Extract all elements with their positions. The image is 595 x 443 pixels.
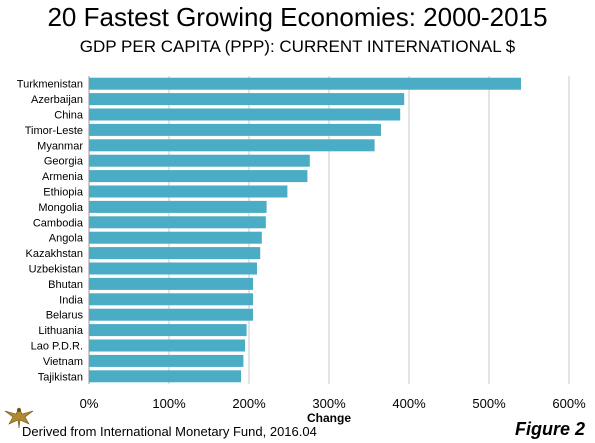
bar	[89, 108, 401, 121]
bar	[89, 185, 288, 198]
category-label: Uzbekistan	[29, 264, 83, 276]
bar	[89, 324, 247, 337]
gridlines	[88, 76, 570, 384]
category-label: Georgia	[44, 156, 84, 168]
figure-label: Figure 2	[514, 419, 585, 439]
bar	[89, 123, 381, 136]
x-tick-label: 200%	[232, 396, 266, 411]
bar	[89, 154, 310, 167]
bar	[89, 339, 245, 352]
category-label: Ethiopia	[43, 187, 84, 199]
bar	[89, 293, 253, 306]
chart-title: 20 Fastest Growing Economies: 2000-2015	[47, 2, 548, 32]
x-tick-label: 600%	[552, 396, 586, 411]
bar	[89, 354, 244, 367]
bar	[89, 247, 261, 260]
category-label: Kazakhstan	[26, 248, 83, 260]
x-tick-label: 100%	[152, 396, 186, 411]
category-label: Vietnam	[43, 356, 83, 368]
category-label: China	[54, 110, 84, 122]
x-tick-label: 500%	[472, 396, 506, 411]
bar	[89, 216, 266, 229]
category-label: Timor-Leste	[25, 125, 83, 137]
category-label: Tajikistan	[38, 371, 83, 383]
bar	[89, 262, 257, 275]
category-label: Cambodia	[33, 217, 84, 229]
bar	[89, 93, 405, 106]
category-label: Belarus	[46, 310, 84, 322]
category-label: Bhutan	[48, 279, 83, 291]
bar	[89, 139, 375, 152]
bar	[89, 277, 253, 290]
x-tick-label: 300%	[312, 396, 346, 411]
x-tick-label: 400%	[392, 396, 426, 411]
source-note: Derived from International Monetary Fund…	[22, 424, 317, 439]
x-tick-label: 0%	[80, 396, 99, 411]
category-label: Myanmar	[37, 140, 83, 152]
x-axis-label: Change	[307, 411, 351, 425]
category-label: India	[59, 294, 84, 306]
category-label: Turkmenistan	[17, 79, 83, 91]
x-tick-labels: 0% 100% 200% 300% 400% 500% 600%	[80, 396, 586, 411]
eagle-logo-icon	[4, 407, 34, 429]
bars	[89, 77, 521, 383]
category-label: Azerbaijan	[31, 94, 83, 106]
bar	[89, 370, 241, 383]
category-label: Lithuania	[38, 325, 84, 337]
bar	[89, 231, 262, 244]
bar	[89, 170, 308, 183]
category-label: Mongolia	[38, 202, 84, 214]
bar	[89, 200, 267, 213]
category-label: Angola	[49, 233, 84, 245]
bar	[89, 77, 521, 90]
category-label: Armenia	[42, 171, 84, 183]
chart-subtitle: GDP PER CAPITA (PPP): CURRENT INTERNATIO…	[79, 37, 516, 56]
bar	[89, 308, 253, 321]
category-label: Lao P.D.R.	[31, 341, 83, 353]
category-labels: Turkmenistan Azerbaijan China Timor-Leste My…	[17, 79, 84, 384]
